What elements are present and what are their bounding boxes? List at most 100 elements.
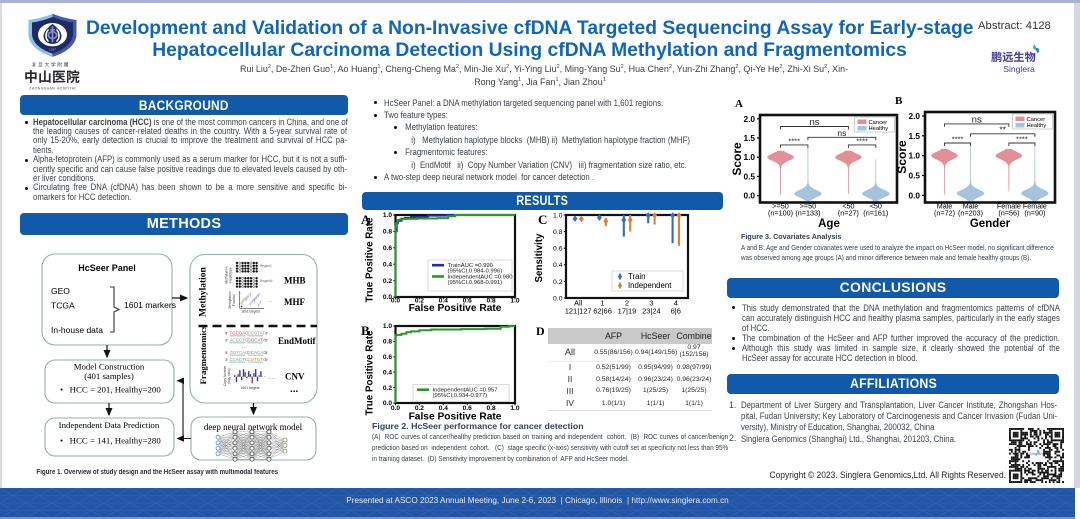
svg-text:A: A bbox=[361, 212, 371, 227]
svg-text:(401 samples): (401 samples) bbox=[84, 371, 134, 381]
svg-text:RegionN: RegionN bbox=[260, 279, 273, 283]
svg-text:1.0: 1.0 bbox=[383, 323, 392, 330]
svg-text:(log₂ ratio): (log₂ ratio) bbox=[227, 368, 231, 384]
svg-text:0.0: 0.0 bbox=[743, 191, 755, 201]
svg-text:...: ... bbox=[290, 384, 299, 395]
svg-text:1.0: 1.0 bbox=[743, 152, 755, 162]
svg-text:False Positive Rate: False Positive Rate bbox=[409, 412, 502, 423]
svg-text:CCGTAT: CCGTAT bbox=[248, 331, 266, 336]
svg-text:0.6: 0.6 bbox=[383, 245, 392, 252]
svg-text:0.5: 0.5 bbox=[743, 171, 755, 181]
svg-text:2.0: 2.0 bbox=[743, 114, 755, 124]
svg-text:0.4: 0.4 bbox=[553, 262, 563, 269]
svg-text:<50: <50 bbox=[870, 202, 882, 211]
svg-text:False Positive Rate: False Positive Rate bbox=[409, 303, 502, 314]
svg-text:B: B bbox=[895, 95, 903, 107]
svg-text:0.8: 0.8 bbox=[553, 229, 563, 236]
svg-text:GGCATA: GGCATA bbox=[248, 338, 266, 343]
svg-text:62|66: 62|66 bbox=[593, 307, 612, 316]
svg-text:Score: Score bbox=[730, 142, 744, 176]
svg-text:Model Construction: Model Construction bbox=[74, 362, 145, 372]
svg-text:A: A bbox=[735, 98, 743, 110]
svg-text:0.0: 0.0 bbox=[908, 190, 920, 200]
svg-text:Region1: Region1 bbox=[260, 264, 272, 268]
svg-text:Independent: Independent bbox=[628, 281, 672, 290]
svg-text:Healthy: Healthy bbox=[869, 126, 889, 132]
svg-text:>=50: >=50 bbox=[800, 202, 816, 211]
svg-text:ns: ns bbox=[837, 128, 846, 138]
svg-text:2.0: 2.0 bbox=[908, 111, 920, 121]
svg-text:5′: 5′ bbox=[225, 350, 228, 355]
svg-text:0.0: 0.0 bbox=[391, 405, 400, 412]
svg-text:1937: 1937 bbox=[49, 48, 57, 52]
svg-text:TrainAUC =0.990: TrainAUC =0.990 bbox=[448, 263, 494, 269]
svg-text:Haplotype: Haplotype bbox=[229, 267, 233, 282]
svg-text:17|19: 17|19 bbox=[618, 307, 637, 316]
svg-text:<50: <50 bbox=[842, 202, 854, 211]
svg-text:(n=27): (n=27) bbox=[838, 209, 859, 218]
svg-text:EndMotif: EndMotif bbox=[278, 336, 317, 346]
svg-text:Male: Male bbox=[963, 202, 979, 211]
svg-text:ns: ns bbox=[972, 114, 982, 125]
svg-text:0.6: 0.6 bbox=[383, 354, 392, 361]
svg-text:0.0: 0.0 bbox=[383, 294, 392, 301]
svg-text:1.0: 1.0 bbox=[383, 212, 392, 219]
svg-text:GEO: GEO bbox=[51, 286, 70, 296]
svg-text:• HCC = 201, Healthy=200: • HCC = 201, Healthy=200 bbox=[60, 385, 161, 395]
svg-text:121|127: 121|127 bbox=[565, 307, 592, 316]
svg-text:1: 1 bbox=[601, 299, 605, 308]
svg-text:0.0: 0.0 bbox=[553, 295, 563, 302]
svg-text:Train: Train bbox=[628, 272, 645, 281]
svg-text:ZHONGSHAN HOSPITAL: ZHONGSHAN HOSPITAL bbox=[29, 86, 77, 90]
svg-text:(n=72): (n=72) bbox=[934, 209, 955, 218]
svg-text:• HCC = 141, Healthy=280: • HCC = 141, Healthy=280 bbox=[60, 436, 161, 446]
svg-text:Fragmentomics: Fragmentomics bbox=[198, 325, 208, 384]
svg-text:0.0: 0.0 bbox=[391, 298, 400, 305]
svg-text:CCAGTC: CCAGTC bbox=[230, 357, 249, 362]
svg-text:In-house data: In-house data bbox=[51, 325, 103, 335]
svg-text:0.8: 0.8 bbox=[383, 229, 392, 236]
svg-text:Age: Age bbox=[818, 218, 840, 230]
svg-text:B: B bbox=[361, 323, 370, 338]
svg-text:3′: 3′ bbox=[265, 331, 268, 336]
svg-text:23|24: 23|24 bbox=[642, 307, 661, 316]
svg-text:0.6: 0.6 bbox=[463, 298, 472, 305]
svg-text:HcSeer Panel: HcSeer Panel bbox=[78, 263, 136, 273]
svg-text:3′: 3′ bbox=[225, 338, 228, 343]
svg-text:Copy Numbe: Copy Numbe bbox=[223, 366, 227, 386]
svg-text:...: ... bbox=[248, 274, 252, 279]
svg-text:0.4: 0.4 bbox=[383, 261, 392, 268]
svg-text:0.2: 0.2 bbox=[553, 279, 563, 286]
svg-text:0.2: 0.2 bbox=[415, 298, 424, 305]
svg-text:MHF: MHF bbox=[284, 297, 305, 307]
svg-text:0.2: 0.2 bbox=[383, 385, 392, 392]
svg-text:IndependentAUC =0.980: IndependentAUC =0.980 bbox=[448, 275, 514, 281]
svg-text:Gender: Gender bbox=[970, 218, 1011, 230]
svg-text:ACGCTG: ACGCTG bbox=[230, 338, 249, 343]
svg-text:4: 4 bbox=[674, 299, 678, 308]
svg-text:0.6: 0.6 bbox=[553, 246, 563, 253]
svg-text:3′: 3′ bbox=[225, 357, 228, 362]
svg-text:GCACAG: GCACAG bbox=[248, 350, 268, 355]
svg-text:0.8: 0.8 bbox=[487, 298, 496, 305]
svg-text:Independent Data Prediction: Independent Data Prediction bbox=[59, 420, 160, 430]
svg-text:GGTCAG: GGTCAG bbox=[230, 350, 250, 355]
svg-text:**: ** bbox=[999, 124, 1006, 134]
svg-text:3′: 3′ bbox=[265, 350, 268, 355]
svg-text:Score: Score bbox=[895, 140, 909, 174]
svg-text:0.4: 0.4 bbox=[439, 298, 448, 305]
svg-text:IndependentAUC =0.957: IndependentAUC =0.957 bbox=[433, 388, 498, 394]
svg-text:(95%CI,0.968-0.991): (95%CI,0.968-0.991) bbox=[448, 280, 503, 286]
svg-text:(95%CI,0.934-0.977): (95%CI,0.934-0.977) bbox=[433, 393, 488, 399]
svg-text:1.0: 1.0 bbox=[908, 151, 920, 161]
svg-text:(n=56): (n=56) bbox=[998, 209, 1019, 218]
svg-text:5′: 5′ bbox=[265, 357, 268, 362]
svg-text:3: 3 bbox=[649, 299, 653, 308]
svg-text:True Positive Rate: True Positive Rate bbox=[365, 330, 376, 415]
svg-text:CGTGTC: CGTGTC bbox=[248, 357, 267, 362]
svg-text:0.8: 0.8 bbox=[383, 339, 392, 346]
svg-text:(n=90): (n=90) bbox=[1024, 209, 1045, 218]
svg-text:TCGA: TCGA bbox=[51, 301, 75, 311]
svg-text:1.0: 1.0 bbox=[510, 298, 519, 305]
svg-text:0.2: 0.2 bbox=[383, 278, 392, 285]
